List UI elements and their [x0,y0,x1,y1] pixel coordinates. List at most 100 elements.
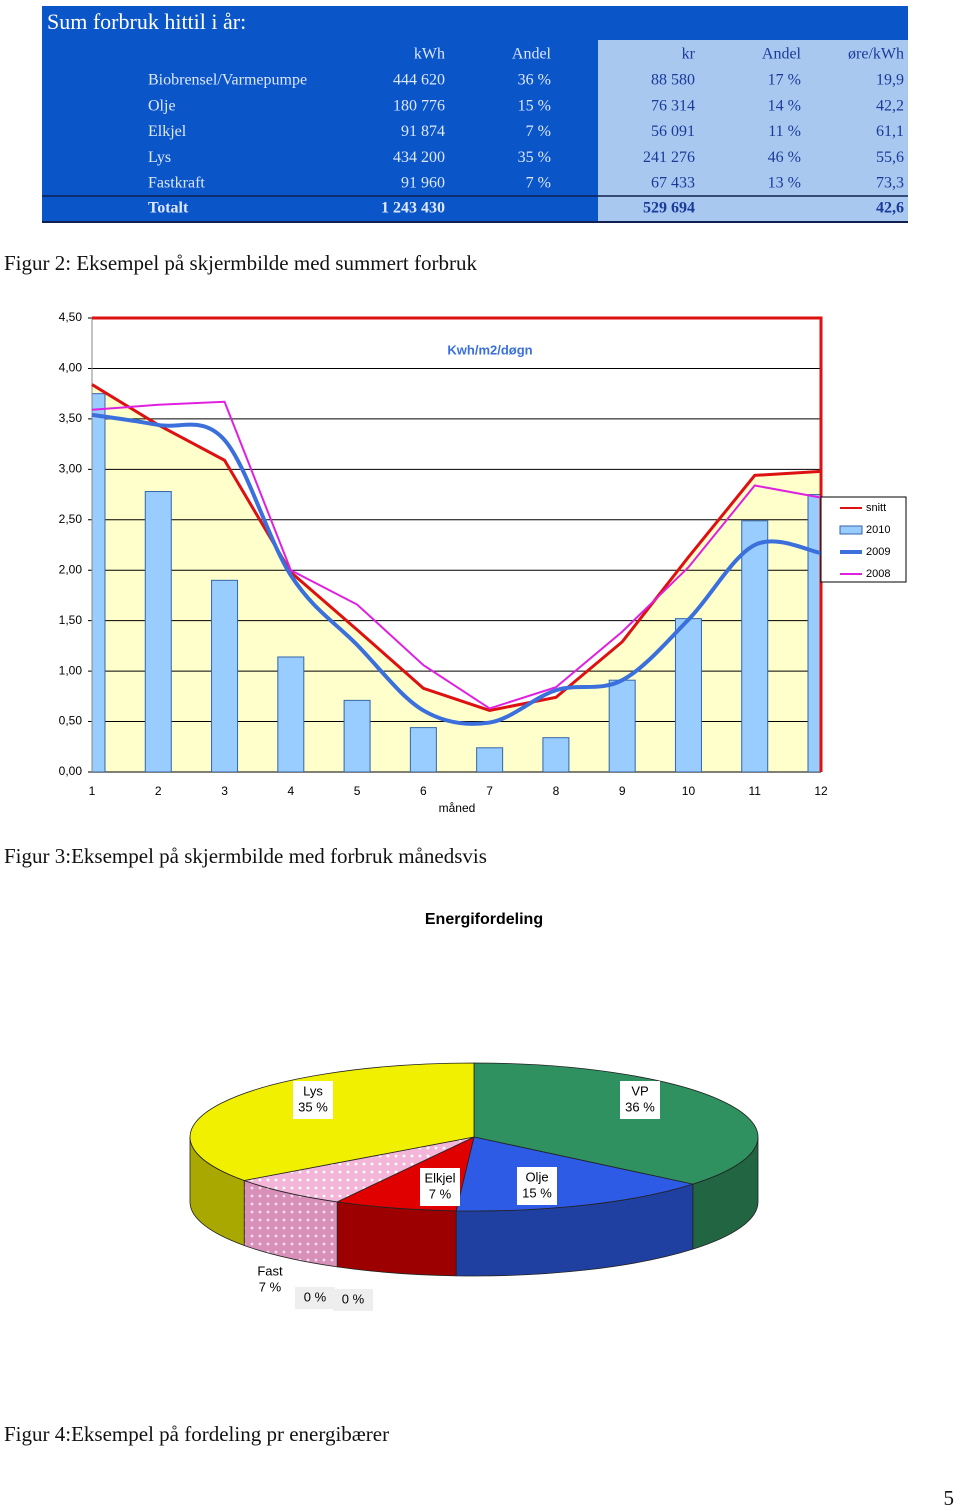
data-label: 36 % [625,1099,655,1114]
x-tick-label: 6 [420,784,427,798]
bar [277,656,305,772]
cell: 73,3 [876,174,904,191]
x-tick-label: 5 [354,784,361,798]
cell: 91 960 [401,174,445,191]
data-label-bg [333,1289,373,1311]
cell: 36 % [518,72,551,89]
column-header: øre/kWh [848,46,904,63]
y-tick-label: 3,50 [59,411,83,425]
cell: 56 091 [651,123,695,140]
data-label: 7 % [429,1186,452,1201]
pie-slice [455,1136,695,1212]
data-label: VP [631,1083,648,1098]
column-header: Andel [762,46,802,63]
cell: 55,6 [876,149,904,166]
row-label: Elkjel [148,123,187,140]
x-tick-label: 3 [221,784,228,798]
bar [542,737,570,772]
cell: 14 % [768,97,801,114]
cell: 11 % [768,123,801,140]
plot-frame [92,316,823,772]
cell: 91 874 [401,123,445,140]
data-label: Elkjel [424,1170,455,1185]
chart-title: Energifordeling [425,911,543,928]
data-label: 0 % [304,1289,327,1304]
data-label: Olje [525,1169,548,1184]
row-label: Olje [148,97,176,114]
legend-label: 2008 [866,568,890,580]
data-label-bg [293,1081,333,1119]
x-tick-label: 8 [553,784,560,798]
caption: Figur 3:Eksempel på skjermbilde med forb… [4,844,487,868]
cell: 35 % [518,149,551,166]
legend-box [820,496,907,583]
column-header: kr [682,46,696,63]
pie-slice [242,1136,475,1203]
cell: 76 314 [651,97,695,114]
row-label: Lys [148,149,171,166]
y-tick-label: 4,50 [59,310,83,324]
data-label: Lys [303,1083,323,1098]
x-tick-label: 11 [748,784,761,798]
bars [92,393,821,772]
x-tick-label: 2 [155,784,162,798]
data-label-bg [250,1261,290,1299]
cell: 434 200 [393,149,445,166]
data-label-bg [420,1168,460,1206]
total-cell: 1 243 430 [381,200,445,217]
x-tick-label: 7 [486,784,493,798]
chart-title: Kwh/m2/døgn [447,342,532,357]
bar [409,727,437,772]
legend-label: snitt [866,502,886,514]
y-tick-label: 2,50 [59,512,83,526]
cell: 15 % [518,97,551,114]
pie-slice [473,1062,759,1185]
data-label: 0 % [342,1291,365,1306]
line [91,383,822,713]
area [92,384,821,772]
x-tick-label: 4 [287,784,294,798]
total-label: Totalt [148,200,189,217]
pie-slice [189,1062,475,1181]
x-axis-label: måned [439,801,476,815]
bar [608,679,636,772]
cell: 88 580 [651,72,695,89]
cell: 241 276 [643,149,695,166]
bar [476,747,504,772]
row-label: Biobrensel/Varmepumpe [148,72,307,89]
bar [343,699,371,772]
pie-side [336,1201,457,1277]
y-tick-label: 3,00 [59,462,83,476]
bar [674,618,702,772]
y-tick-label: 0,50 [59,714,83,728]
cell: 7 % [526,174,551,191]
cell: 67 433 [651,174,695,191]
bar [144,491,172,772]
total-cell: 42,6 [876,200,904,217]
legend-swatch [839,525,863,535]
cell: 19,9 [876,72,904,89]
cell: 444 620 [393,72,445,89]
cell: 46 % [768,149,801,166]
column-header: kWh [414,46,445,63]
caption: Figur 2: Eksempel på skjermbilde med sum… [4,251,477,275]
bar [211,579,239,772]
cell: 180 776 [393,97,445,114]
data-label-bg [517,1167,557,1205]
data-label: 15 % [522,1185,552,1200]
y-tick-label: 1,50 [59,613,83,627]
legend-label: 2010 [866,524,890,536]
cell: 13 % [768,174,801,191]
caption: Figur 4:Eksempel på fordeling pr energib… [4,1422,389,1446]
page-number: 5 [944,1486,955,1510]
x-tick-label: 1 [89,784,96,798]
y-tick-label: 0,00 [59,764,83,778]
y-tick-label: 1,00 [59,663,83,677]
y-tick-label: 2,00 [59,562,83,576]
x-tick-label: 10 [682,784,696,798]
line [91,412,822,726]
row-label: Fastkraft [148,174,205,191]
column-header: Andel [512,46,552,63]
cell: 61,1 [876,123,904,140]
